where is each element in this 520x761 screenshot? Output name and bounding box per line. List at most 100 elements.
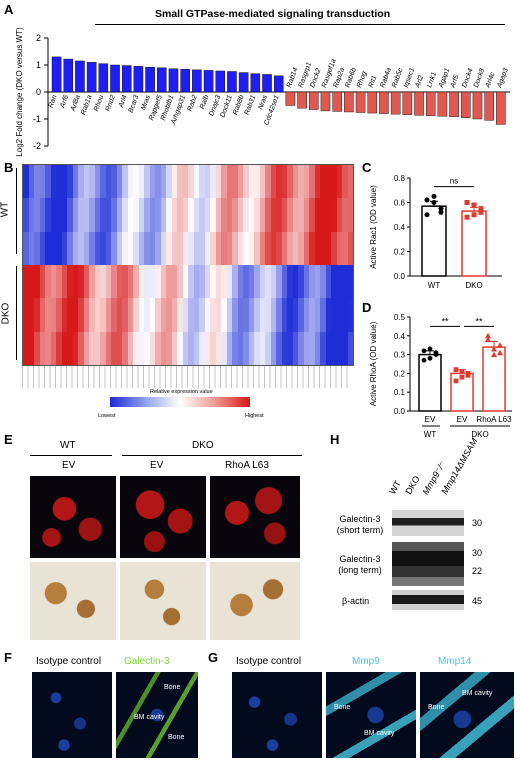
heatmap-cell <box>276 165 282 199</box>
heatmap-cell <box>232 165 238 199</box>
heatmap-legend-low: Lowest <box>98 413 116 419</box>
panel-a-gene-label: Rab1a <box>80 94 94 116</box>
panel-a-bar <box>203 70 214 93</box>
heatmap-cell <box>160 198 166 232</box>
heatmap-cell <box>34 331 40 365</box>
blot-row-short: Galectin-3 (short term) <box>336 514 384 535</box>
panel-d-y-tick-label: 0.1 <box>394 388 406 397</box>
heatmap-cell <box>259 298 265 332</box>
heatmap-cell <box>155 331 161 365</box>
heatmap-cell <box>94 231 100 265</box>
heatmap-cell <box>325 264 331 299</box>
heatmap-cell <box>166 231 172 265</box>
heatmap-cell <box>23 264 29 299</box>
heatmap-cell <box>166 165 172 199</box>
heatmap-cell <box>100 231 106 265</box>
heatmap-cell <box>100 331 106 365</box>
heatmap-cell <box>243 198 249 232</box>
heatmap <box>22 164 354 366</box>
heatmap-cell <box>45 198 51 232</box>
heatmap-cell <box>259 264 265 299</box>
heatmap-cell <box>325 231 331 265</box>
panel-a-bar <box>250 73 261 93</box>
panel-a-gene-label: Arf5 <box>449 74 460 89</box>
heatmap-cell <box>342 165 348 199</box>
heatmap-cell <box>309 231 315 265</box>
panel-a-bar <box>227 71 237 93</box>
panel-d-y-tick-label: 0.5 <box>394 313 406 322</box>
heatmap-cell <box>259 231 265 265</box>
panel-a-bar <box>110 64 120 93</box>
heatmap-cell <box>193 198 199 232</box>
heatmap-cell <box>248 264 254 299</box>
panel-a-bar <box>390 91 401 115</box>
heatmap-cell <box>39 331 45 365</box>
heatmap-cell <box>342 331 348 365</box>
panel-c-y-tick-label: 0.2 <box>394 248 406 257</box>
heatmap-legend-high: Highest <box>245 413 264 419</box>
panel-d-sig-label-1: ** <box>441 316 449 326</box>
heatmap-cell <box>171 264 177 299</box>
panel-a-y-tick-label: 1 <box>36 60 41 70</box>
heatmap-cell <box>177 298 183 332</box>
panel-d-point <box>459 374 465 380</box>
heatmap-cell <box>177 165 183 199</box>
panel-c-y-tick-label: 0.4 <box>394 223 406 232</box>
heatmap-cell <box>287 331 293 365</box>
heatmap-cell <box>199 331 205 365</box>
heatmap-cell <box>67 165 73 199</box>
panel-a-bar <box>273 75 284 93</box>
panel-a-bar <box>449 91 459 118</box>
heatmap-cell <box>133 165 139 199</box>
heatmap-cell <box>292 331 298 365</box>
heatmap-cell <box>204 231 210 265</box>
heatmap-cell <box>248 198 254 232</box>
heatmap-cell <box>243 264 249 299</box>
blot-row-actin: β-actin <box>342 596 370 606</box>
heatmap-cell <box>270 231 276 265</box>
panel-d-point <box>465 372 471 378</box>
heatmap-cell <box>221 264 227 299</box>
heatmap-cell <box>89 298 95 332</box>
heatmap-cell <box>325 165 331 199</box>
panel-c-bar <box>421 205 447 277</box>
panel-d-point <box>433 350 439 356</box>
panel-d-group-wt: WT <box>424 430 437 439</box>
panel-a-bar <box>63 58 74 93</box>
heatmap-cell <box>28 231 34 265</box>
panel-d-chart: 0.5 0.4 0.3 0.2 0.1 0.0 Active RhoA (OD value)… <box>369 313 512 439</box>
heatmap-cell <box>292 231 298 265</box>
panel-c-sig-label: ns <box>450 177 458 186</box>
heatmap-cell <box>39 165 45 199</box>
heatmap-cell <box>61 331 67 365</box>
panel-a-gene-label: Lrrk1 <box>426 71 438 88</box>
heatmap-cell <box>336 231 342 265</box>
heatmap-cell <box>276 298 282 332</box>
heatmap-cell <box>67 231 73 265</box>
heatmap-cell <box>122 231 128 265</box>
heatmap-cell <box>45 264 51 299</box>
heatmap-cell <box>127 298 133 332</box>
heatmap-wt-label: WT <box>0 201 11 218</box>
heatmap-cell <box>210 165 216 199</box>
panel-a-y-tick-label: 0 <box>36 87 41 97</box>
heatmap-cell <box>320 198 326 232</box>
panel-d-y-label: Active RhoA (OD value) <box>369 321 378 406</box>
panel-label-f: F <box>4 650 12 665</box>
panel-d-point <box>421 357 427 363</box>
heatmap-cell <box>89 231 95 265</box>
heatmap-cell <box>347 231 353 265</box>
heatmap-cell <box>292 298 298 332</box>
heatmap-cell <box>199 198 205 232</box>
heatmap-gene-labels <box>22 366 352 388</box>
heatmap-cell <box>281 264 287 299</box>
panel-d-point <box>491 345 497 352</box>
heatmap-cell <box>226 198 232 232</box>
heatmap-cell <box>347 165 353 199</box>
heatmap-cell <box>122 331 128 365</box>
heatmap-cell <box>127 231 133 265</box>
heatmap-cell <box>144 165 150 199</box>
heatmap-cell <box>149 331 155 365</box>
panel-a-gene-label: Arl8a <box>69 94 82 113</box>
heatmap-cell <box>193 298 199 332</box>
